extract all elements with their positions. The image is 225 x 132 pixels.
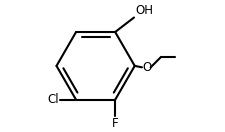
Text: F: F [111, 117, 118, 130]
Text: Cl: Cl [47, 93, 58, 106]
Text: O: O [142, 61, 151, 74]
Text: OH: OH [135, 4, 153, 17]
